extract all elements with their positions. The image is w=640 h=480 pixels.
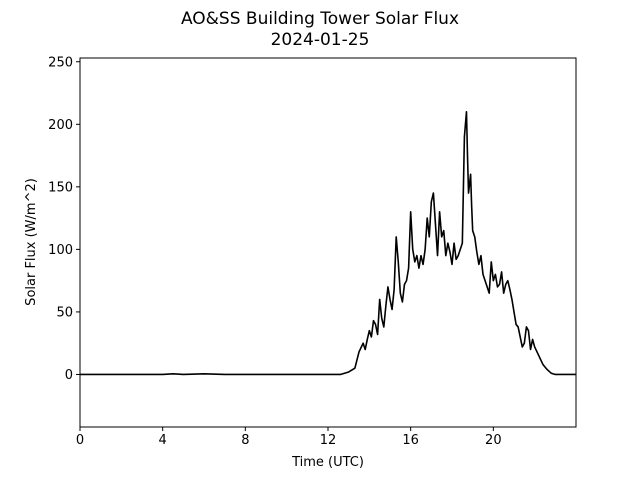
x-axis-label: Time (UTC): [291, 455, 364, 470]
x-tick-label: 4: [159, 433, 167, 448]
plot-area-frame: [79, 57, 577, 428]
x-tick-label: 20: [485, 433, 502, 448]
y-tick-label: 250: [48, 55, 73, 70]
chart-title: AO&SS Building Tower Solar Flux: [181, 9, 459, 29]
y-tick-label: 50: [56, 305, 73, 320]
series-line-solar-flux: [80, 110, 576, 376]
x-tick-label: 16: [402, 433, 419, 448]
y-axis-label: Solar Flux (W/m^2): [24, 178, 39, 306]
x-tick-label: 8: [241, 433, 249, 448]
y-tick-label: 0: [65, 368, 73, 383]
x-tick-label: 0: [76, 433, 84, 448]
x-tick-label: 12: [320, 433, 337, 448]
y-tick-label: 100: [48, 243, 73, 258]
y-tick-label: 200: [48, 118, 73, 133]
y-tick-label: 150: [48, 180, 73, 195]
chart-subtitle: 2024-01-25: [271, 30, 370, 50]
